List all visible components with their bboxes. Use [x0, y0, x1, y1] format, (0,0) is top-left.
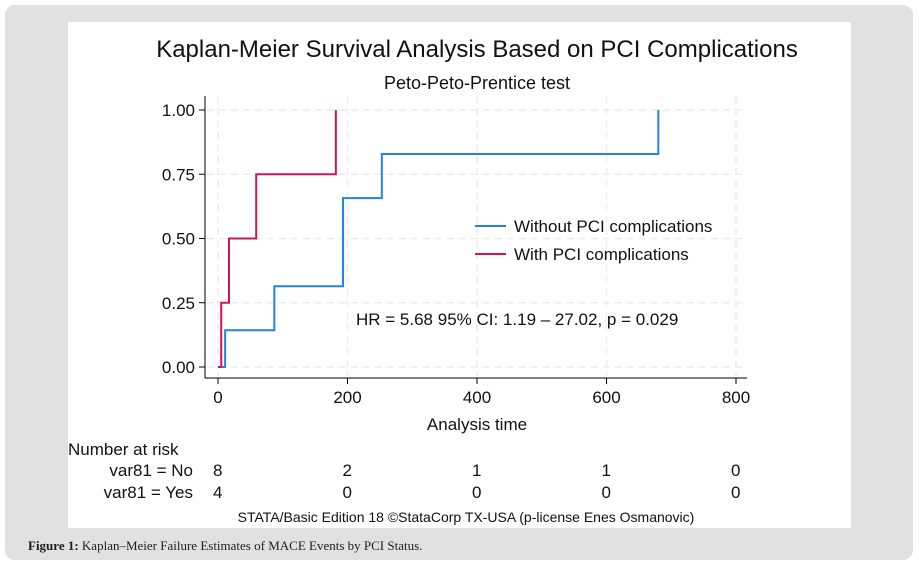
figure-caption: Figure 1: Kaplan–Meier Failure Estimates… [28, 538, 422, 554]
x-tick-label: 400 [463, 388, 491, 407]
risk-count: 1 [472, 461, 481, 480]
risk-count: 0 [472, 483, 481, 502]
risk-count: 2 [343, 461, 352, 480]
gridlines [207, 96, 747, 376]
stata-credit: STATA/Basic Edition 18 ©StataCorp TX-USA… [238, 509, 695, 525]
series-group [218, 110, 660, 368]
risk-row-label: var81 = Yes [104, 483, 193, 502]
risk-count: 0 [602, 483, 611, 502]
caption-label: Figure 1: [28, 538, 79, 553]
x-tick-label: 600 [592, 388, 620, 407]
risk-count: 0 [731, 461, 740, 480]
figure-panel [68, 22, 851, 528]
legend: Without PCI complications With PCI compli… [475, 217, 712, 264]
x-tick-label: 800 [722, 388, 750, 407]
y-tick-label: 0.25 [162, 294, 195, 313]
risk-row-label: var81 = No [109, 461, 193, 480]
hazard-ratio-annotation: HR = 5.68 95% CI: 1.19 – 27.02, p = 0.02… [356, 310, 678, 329]
km-curve-with-complications [218, 110, 337, 368]
chart-subtitle: Peto-Peto-Prentice test [384, 73, 570, 93]
y-tick-label: 0.75 [162, 165, 195, 184]
km-curve-without-complications [218, 110, 660, 368]
caption-text: Kaplan–Meier Failure Estimates of MACE E… [78, 538, 423, 553]
x-axis-label: Analysis time [427, 415, 527, 434]
y-tick-label: 1.00 [162, 101, 195, 120]
y-tick-label: 0.50 [162, 230, 195, 249]
risk-count: 1 [602, 461, 611, 480]
axes: 0.00 0.25 0.50 0.75 1.00 0 200 400 600 800 [162, 96, 750, 407]
risk-count: 4 [213, 483, 222, 502]
chart-title: Kaplan-Meier Survival Analysis Based on … [156, 36, 798, 63]
risk-table: Number at risk var81 = No 8 2 1 1 0 var81 = Yes… [68, 440, 740, 502]
risk-count: 8 [213, 461, 222, 480]
x-tick-label: 200 [333, 388, 361, 407]
legend-label: With PCI complications [514, 245, 689, 264]
risk-count: 0 [731, 483, 740, 502]
y-tick-label: 0.00 [162, 358, 195, 377]
risk-count: 0 [343, 483, 352, 502]
x-tick-label: 0 [213, 388, 222, 407]
legend-label: Without PCI complications [514, 217, 712, 236]
risk-table-title: Number at risk [68, 440, 179, 459]
